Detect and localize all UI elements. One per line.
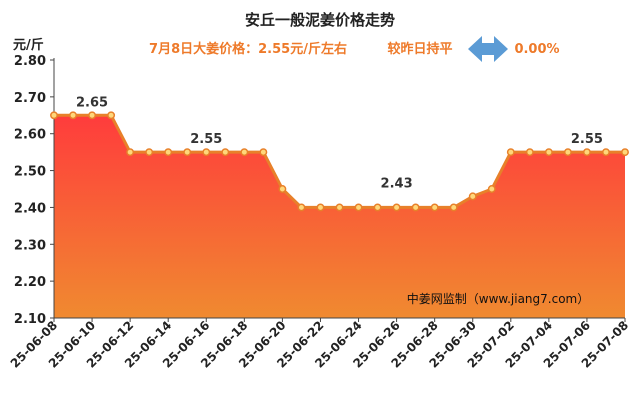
data-point xyxy=(202,148,211,157)
data-point xyxy=(563,148,572,157)
watermark: 中姜网监制（www.jiang7.com） xyxy=(407,291,589,306)
left-right-arrow-icon xyxy=(468,36,508,62)
price-area xyxy=(54,115,625,318)
data-point xyxy=(430,203,439,212)
change-value: 0.00% xyxy=(514,42,559,57)
y-tick-label: 2.50 xyxy=(14,165,46,180)
data-label: 2.65 xyxy=(76,95,108,110)
data-label: 2.55 xyxy=(190,132,222,147)
y-tick-label: 2.80 xyxy=(14,54,46,69)
data-label: 2.43 xyxy=(381,176,413,191)
y-tick-label: 2.60 xyxy=(14,128,46,143)
data-point xyxy=(164,148,173,157)
data-point xyxy=(69,111,77,120)
data-point xyxy=(544,148,553,157)
data-point xyxy=(183,148,192,157)
data-point xyxy=(126,148,135,157)
data-point xyxy=(221,148,230,157)
data-point xyxy=(449,203,458,212)
data-point xyxy=(373,203,382,212)
data-point xyxy=(621,148,629,157)
data-point xyxy=(107,111,116,120)
compare-label: 较昨日持平 xyxy=(387,41,452,57)
y-tick-label: 2.10 xyxy=(14,312,46,327)
data-point xyxy=(50,111,58,120)
y-tick-label: 2.30 xyxy=(14,238,46,253)
data-point xyxy=(506,148,515,157)
data-point xyxy=(297,203,306,212)
y-tick-label: 2.70 xyxy=(14,91,46,106)
data-point xyxy=(392,203,401,212)
data-point xyxy=(487,185,496,193)
data-point xyxy=(335,203,344,212)
data-point xyxy=(525,148,534,157)
data-point xyxy=(468,192,477,201)
data-point xyxy=(411,203,420,212)
data-point xyxy=(240,148,249,157)
data-point xyxy=(354,203,363,212)
data-label: 2.55 xyxy=(571,132,603,147)
data-point xyxy=(316,203,325,212)
price-note: 7月8日大姜价格：2.55元/斤左右 xyxy=(149,41,347,57)
data-point xyxy=(88,111,97,120)
data-point xyxy=(278,185,287,193)
data-point xyxy=(602,148,610,157)
y-axis-label: 元/斤 xyxy=(13,37,44,53)
plot-area: 2.102.202.302.402.502.602.702.8025-06-08… xyxy=(8,54,631,371)
data-point xyxy=(145,148,154,157)
y-tick-label: 2.20 xyxy=(14,275,46,290)
chart-title: 安丘一般泥姜价格走势 xyxy=(245,11,395,29)
data-point xyxy=(582,148,591,157)
y-tick-label: 2.40 xyxy=(14,201,46,216)
data-point xyxy=(259,148,268,157)
